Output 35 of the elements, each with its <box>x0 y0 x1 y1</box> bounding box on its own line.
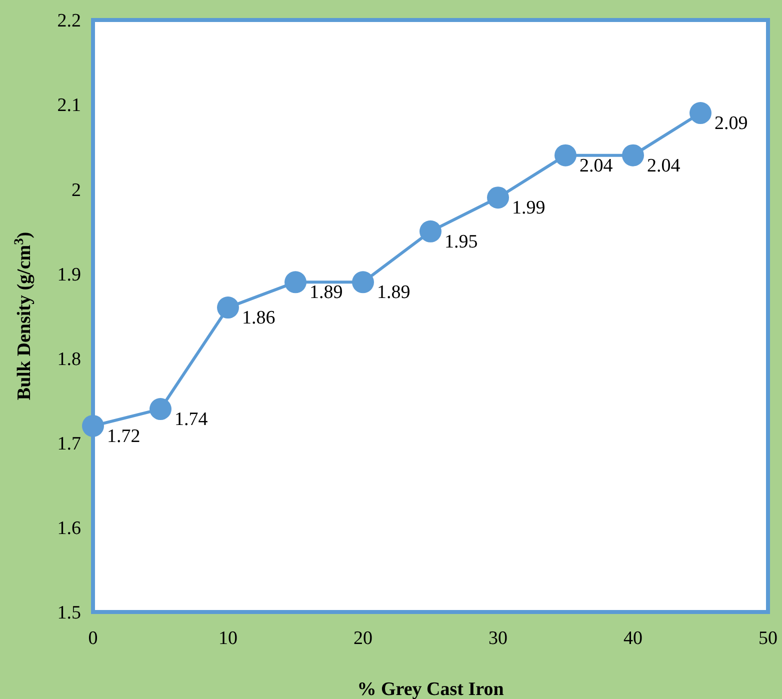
x-tick-label: 0 <box>88 628 98 649</box>
point <box>420 220 442 242</box>
data-label: 1.86 <box>242 308 276 329</box>
y-tick-label: 1.9 <box>57 264 81 286</box>
point <box>690 102 712 124</box>
x-axis-title: % Grey Cast Iron <box>357 679 504 699</box>
y-tick-label: 1.5 <box>57 602 81 624</box>
point <box>554 144 576 166</box>
y-tick-label: 2.1 <box>57 95 81 116</box>
x-tick-label: 50 <box>758 628 778 649</box>
data-label: 2.04 <box>580 155 614 176</box>
point <box>352 271 374 294</box>
point <box>217 296 239 319</box>
x-tick-label: 20 <box>354 628 372 649</box>
data-label: 1.74 <box>174 409 208 430</box>
y-tick-label: 2 <box>72 180 81 201</box>
data-label: 2.09 <box>714 113 748 134</box>
point <box>487 186 509 209</box>
x-tick-label: 10 <box>218 628 238 649</box>
x-tick-label: 30 <box>488 628 508 649</box>
data-label: 1.89 <box>310 282 343 304</box>
y-tick-label: 1.7 <box>57 434 81 455</box>
y-tick-label: 1.6 <box>57 518 81 540</box>
data-label: 1.99 <box>512 198 546 219</box>
data-label: 1.72 <box>107 426 140 447</box>
point <box>284 271 306 294</box>
data-label: 2.04 <box>647 155 681 176</box>
point <box>82 414 104 437</box>
data-label: 1.89 <box>377 282 410 304</box>
point <box>622 144 644 166</box>
x-tick-label: 40 <box>624 628 642 649</box>
y-tick-label: 2.2 <box>57 10 81 32</box>
y-tick-label: 1.8 <box>57 348 81 370</box>
data-label: 1.95 <box>444 231 478 252</box>
point <box>150 398 172 420</box>
